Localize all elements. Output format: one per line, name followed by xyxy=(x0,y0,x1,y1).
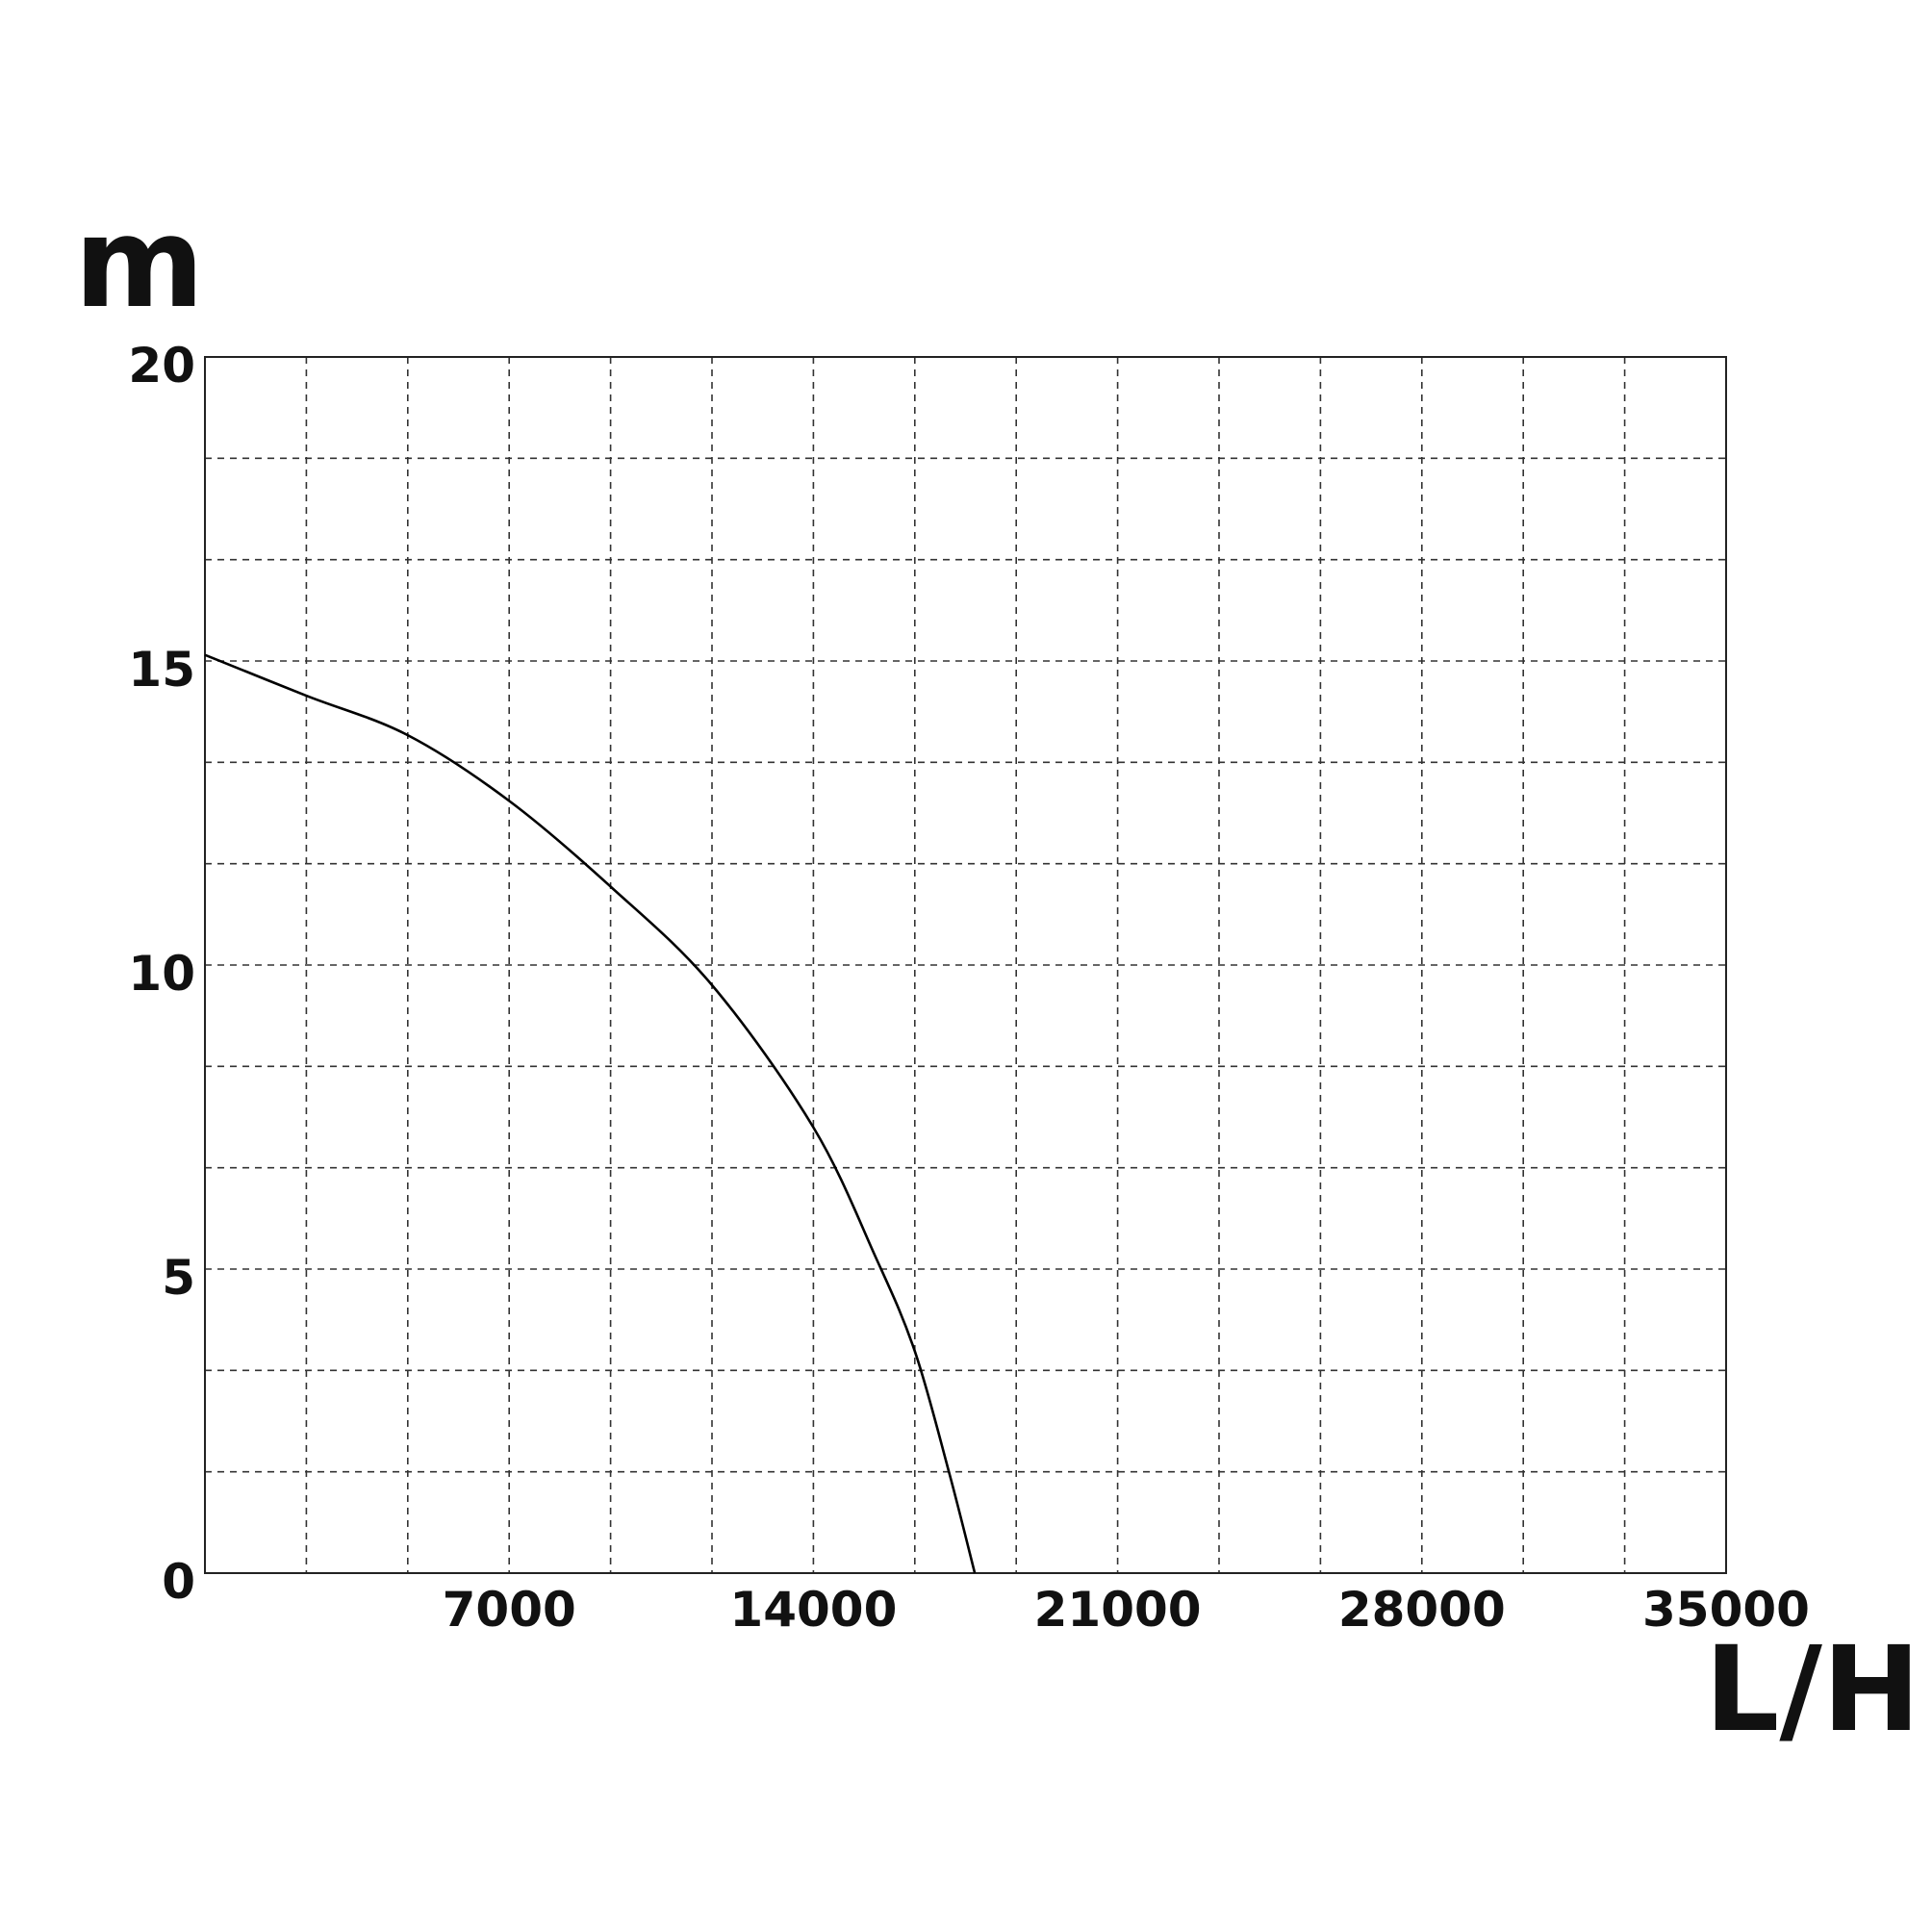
x-tick-label: 21000 xyxy=(1034,1582,1202,1638)
y-tick-label: 5 xyxy=(162,1250,195,1306)
x-tick-label: 35000 xyxy=(1642,1582,1810,1638)
x-axis-label: L/H xyxy=(1705,1621,1920,1758)
y-tick-label: 10 xyxy=(128,946,195,1002)
x-tick-label: 14000 xyxy=(729,1582,897,1638)
x-tick-label: 7000 xyxy=(443,1582,576,1638)
x-tick-label: 28000 xyxy=(1338,1582,1506,1638)
y-tick-label: 20 xyxy=(128,338,195,394)
y-tick-label: 15 xyxy=(128,642,195,698)
y-tick-label: 0 xyxy=(162,1554,195,1610)
y-axis-label: m xyxy=(74,190,204,336)
curve xyxy=(204,653,977,1574)
